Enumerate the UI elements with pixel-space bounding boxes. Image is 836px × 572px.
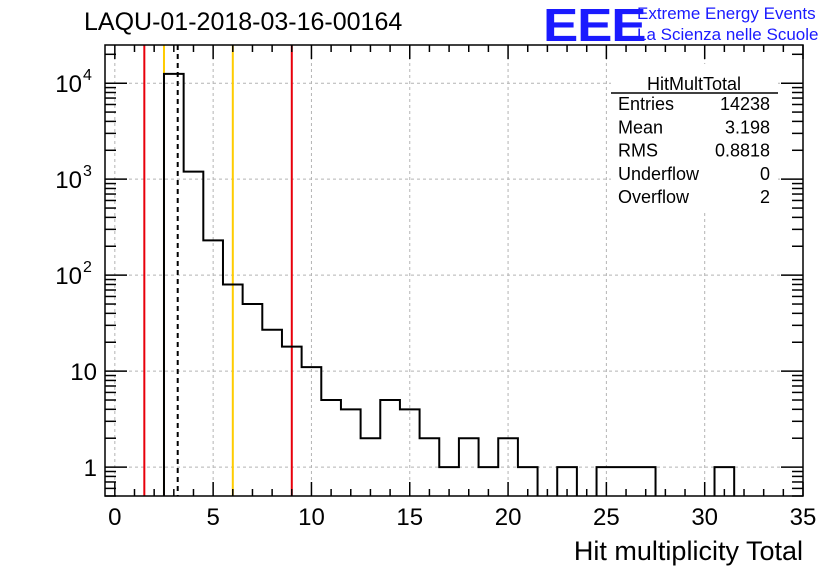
stats-title: HitMultTotal — [647, 74, 741, 94]
x-tick-label: 15 — [396, 504, 423, 531]
eee-logo: EEE — [543, 0, 647, 51]
y-tick-label: 1 — [84, 455, 97, 482]
stats-row-value: 3.198 — [725, 117, 770, 137]
x-tick-label: 20 — [495, 504, 522, 531]
plot-frame — [104, 44, 804, 497]
logo-caption-line1: Extreme Energy Events — [637, 4, 816, 23]
y-tick-label: 10 — [55, 71, 82, 98]
stats-row-value: 0.8818 — [715, 141, 770, 161]
stats-row-value: 0 — [760, 164, 770, 184]
x-tick-label: 30 — [691, 504, 718, 531]
x-tick-label: 0 — [108, 504, 121, 531]
stats-row-value: 2 — [760, 187, 770, 207]
x-tick-label: 5 — [206, 504, 219, 531]
run-title: LAQU-01-2018-03-16-00164 — [84, 8, 403, 36]
stats-row-label: Overflow — [618, 187, 690, 207]
x-tick-label: 35 — [790, 504, 817, 531]
y-tick-label: 10 — [70, 359, 97, 386]
x-tick-label: 10 — [298, 504, 325, 531]
stats-box: HitMultTotal Entries 14238 Mean 3.198 RMS 0.8… — [611, 64, 778, 210]
stats-row-label: RMS — [618, 141, 658, 161]
y-tick-exponent: 3 — [83, 163, 92, 180]
stats-row-label: Entries — [618, 94, 674, 114]
stats-row-value: 14238 — [720, 94, 770, 114]
logo-caption-line2: La Scienza nelle Scuole — [637, 25, 819, 44]
y-tick-label: 10 — [55, 167, 82, 194]
stats-row-label: Mean — [618, 117, 663, 137]
x-axis-title: Hit multiplicity Total — [574, 536, 803, 566]
x-tick-label: 25 — [593, 504, 620, 531]
histogram-outline — [162, 72, 736, 496]
y-tick-exponent: 4 — [83, 67, 92, 84]
y-tick-exponent: 2 — [83, 259, 92, 276]
stats-row-label: Underflow — [618, 164, 700, 184]
y-tick-label: 10 — [55, 263, 82, 290]
